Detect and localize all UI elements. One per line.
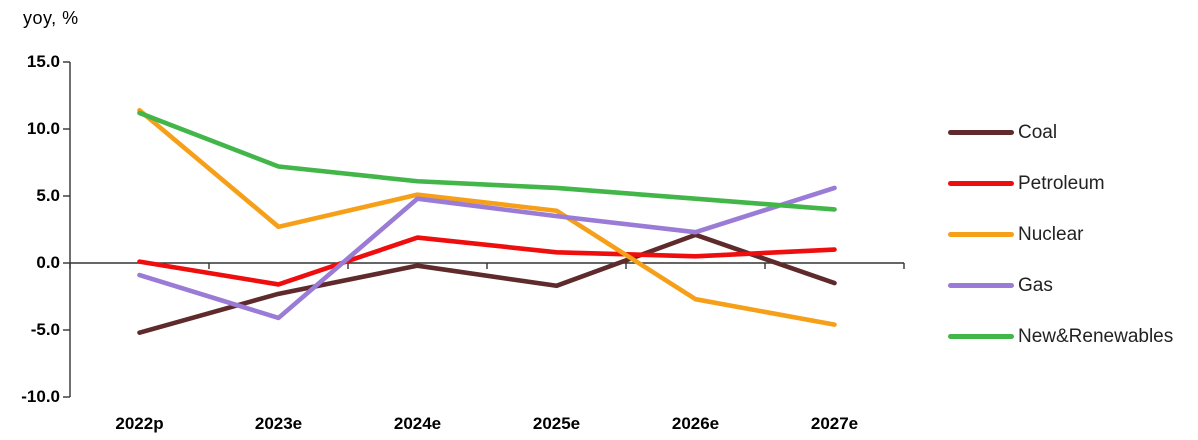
legend-item-new-renewables: New&Renewables	[948, 311, 1173, 362]
x-tick-label: 2027e	[810, 414, 859, 433]
legend-item-gas: Gas	[948, 260, 1173, 311]
y-tick-label: 5.0	[36, 186, 60, 205]
legend-swatch-coal	[948, 130, 1014, 135]
x-tick-label: 2022p	[115, 414, 164, 433]
legend-label: Nuclear	[1018, 223, 1084, 245]
legend-swatch-petroleum	[948, 181, 1014, 186]
legend-swatch-new-renewables	[948, 334, 1014, 339]
x-tick-label: 2025e	[532, 414, 581, 433]
legend-item-nuclear: Nuclear	[948, 209, 1173, 260]
legend-label: New&Renewables	[1018, 325, 1174, 347]
y-tick-label: -10.0	[21, 387, 60, 406]
y-tick-label: 10.0	[26, 119, 60, 138]
series-line-nuclear	[137, 107, 837, 327]
legend-item-coal: Coal	[948, 107, 1173, 158]
legend: Coal Petroleum Nuclear Gas New&Renewables	[948, 107, 1173, 362]
legend-swatch-gas	[948, 283, 1014, 288]
y-tick-label: -5.0	[30, 320, 60, 339]
y-tick-label: 15.0	[26, 52, 60, 71]
y-axis-unit-label: yoy, %	[23, 8, 79, 28]
series-line-coal	[137, 232, 837, 335]
x-tick-label: 2026e	[671, 414, 720, 433]
legend-swatch-nuclear	[948, 232, 1014, 237]
legend-item-petroleum: Petroleum	[948, 158, 1173, 209]
y-tick-label: 0.0	[36, 253, 60, 272]
series-line-gas	[137, 185, 837, 321]
series-line-new-renewables	[137, 110, 837, 212]
x-tick-label: 2023e	[254, 414, 303, 433]
series-line-petroleum	[137, 235, 837, 287]
legend-label: Gas	[1018, 274, 1053, 296]
legend-label: Petroleum	[1018, 172, 1105, 194]
x-tick-label: 2024e	[393, 414, 442, 433]
legend-label: Coal	[1018, 121, 1058, 143]
